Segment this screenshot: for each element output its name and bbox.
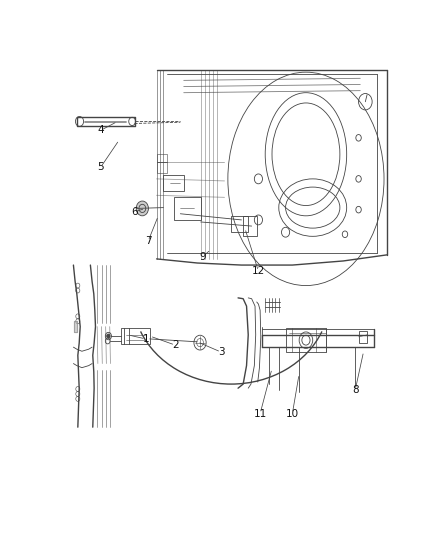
Text: 2: 2 bbox=[172, 340, 179, 350]
Text: 8: 8 bbox=[352, 385, 358, 395]
Text: 5: 5 bbox=[97, 163, 104, 172]
Bar bbox=[359, 330, 367, 343]
Bar bbox=[156, 154, 167, 163]
Text: 10: 10 bbox=[286, 409, 299, 418]
Text: 12: 12 bbox=[252, 266, 265, 276]
Text: 4: 4 bbox=[97, 125, 104, 135]
Bar bbox=[163, 175, 184, 191]
Text: 3: 3 bbox=[218, 347, 224, 357]
Bar bbox=[231, 216, 248, 232]
Text: 7: 7 bbox=[145, 236, 152, 246]
Text: 11: 11 bbox=[254, 409, 267, 418]
Bar bbox=[286, 328, 326, 352]
Bar bbox=[156, 163, 167, 173]
Bar bbox=[243, 216, 257, 236]
Polygon shape bbox=[74, 321, 77, 332]
Bar bbox=[121, 328, 150, 344]
Text: 9: 9 bbox=[199, 252, 206, 262]
Text: 6: 6 bbox=[131, 207, 138, 217]
Circle shape bbox=[136, 201, 148, 216]
Text: 1: 1 bbox=[142, 334, 149, 344]
Circle shape bbox=[107, 334, 110, 338]
Bar bbox=[74, 321, 77, 332]
Bar bbox=[173, 197, 201, 220]
